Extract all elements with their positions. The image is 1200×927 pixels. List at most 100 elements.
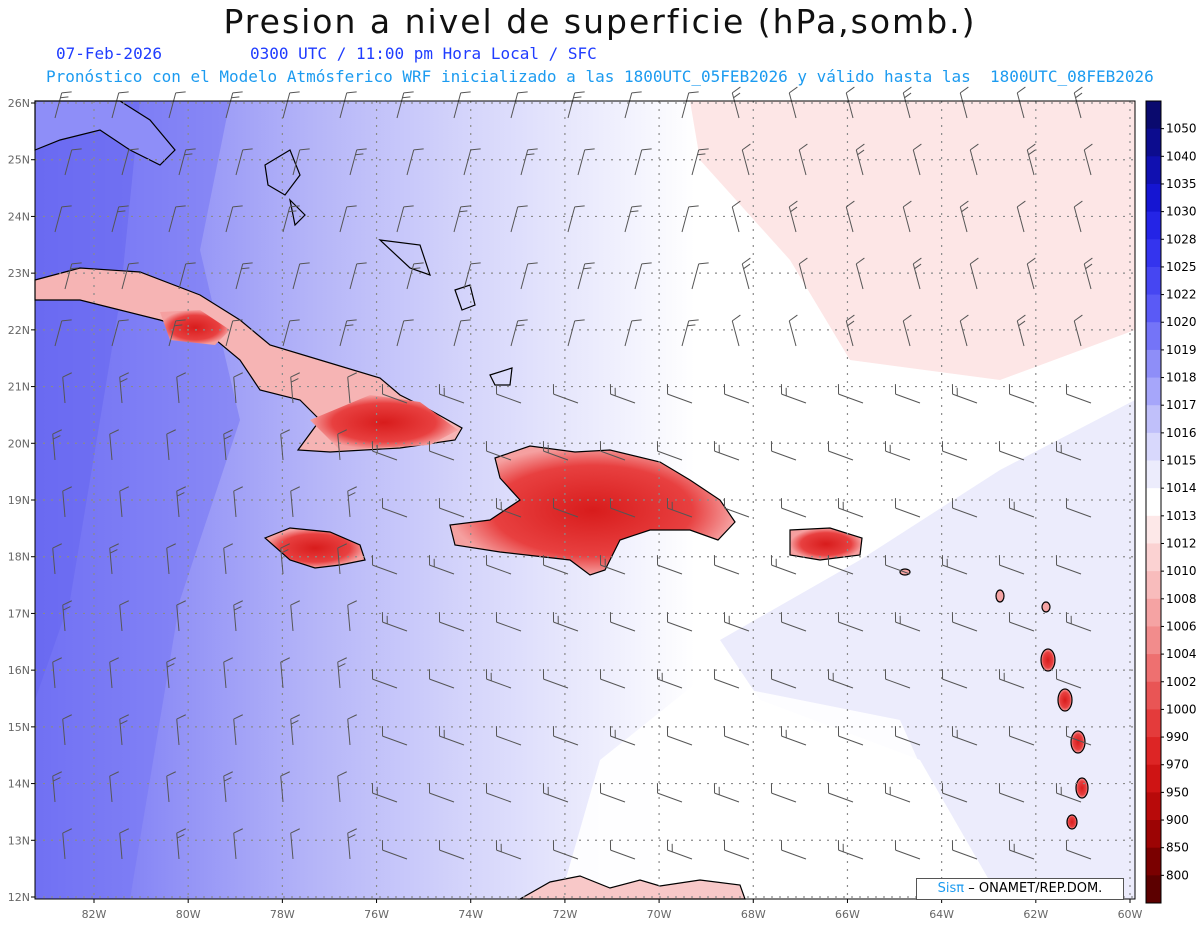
lat-label: 19N — [8, 494, 30, 507]
wind-barb — [902, 86, 912, 119]
lat-label: 24N — [8, 210, 30, 223]
wind-barb — [998, 783, 1025, 803]
colorbar-swatch — [1146, 681, 1161, 710]
wind-barb — [62, 714, 72, 746]
wind-barb — [837, 840, 864, 860]
wind-barb — [681, 205, 699, 233]
colorbar-swatch — [1146, 294, 1161, 323]
wind-barb — [624, 91, 642, 119]
wind-barb — [280, 543, 290, 575]
wind-barb — [1016, 200, 1026, 233]
wind-barb — [941, 441, 968, 461]
colorbar-swatch — [1146, 737, 1161, 766]
lat-label: 16N — [8, 664, 30, 677]
wind-barb — [111, 91, 129, 119]
colorbar-swatch — [1146, 349, 1161, 379]
wind-barb — [1016, 314, 1026, 347]
wind-barb — [723, 384, 750, 404]
wind-barb — [837, 612, 864, 632]
wind-barb — [337, 543, 347, 575]
wind-barb — [894, 384, 921, 404]
lon-label: 66W — [835, 908, 860, 921]
wind-barb — [1008, 498, 1035, 518]
lat-label: 12N — [8, 891, 30, 904]
colorbar-swatch — [1146, 709, 1161, 738]
wind-barb — [666, 498, 693, 518]
wind-barb — [54, 319, 72, 347]
wind-barb — [577, 262, 595, 290]
wind-barb — [52, 543, 62, 575]
wind-barb — [406, 148, 424, 176]
colorbar-swatch — [1146, 626, 1161, 655]
wind-barb — [666, 384, 693, 404]
colorbar-swatch — [1146, 266, 1161, 296]
puerto-rico — [789, 527, 863, 561]
wind-barb — [599, 669, 626, 689]
colorbar-frame — [1145, 100, 1162, 904]
colorbar-swatch — [1146, 488, 1161, 517]
wind-barb — [235, 148, 253, 176]
wind-barb — [62, 828, 72, 860]
wind-barb — [855, 257, 865, 290]
wind-barb — [691, 148, 709, 176]
wind-barb — [223, 429, 233, 461]
wind-barb — [453, 205, 471, 233]
wind-barb — [666, 840, 693, 860]
colorbar-label: 1013 — [1166, 509, 1197, 523]
wind-barb — [109, 543, 119, 575]
wind-barb — [349, 262, 367, 290]
wind-barb — [666, 612, 693, 632]
wind-barb — [827, 555, 854, 575]
wind-barb — [1055, 555, 1082, 575]
wind-barb — [884, 669, 911, 689]
wind-barb — [1073, 86, 1083, 119]
colorbar-swatch — [1146, 543, 1161, 572]
wind-barb — [510, 319, 528, 347]
wind-barb — [1073, 200, 1083, 233]
wind-barb — [371, 555, 398, 575]
wind-barb — [1065, 612, 1092, 632]
wind-barb — [1065, 498, 1092, 518]
wind-barb — [337, 429, 347, 461]
wind-barb — [463, 262, 481, 290]
valid-time: 0300 UTC / 11:00 pm Hora Local / SFC — [250, 44, 597, 63]
wind-barb — [552, 840, 579, 860]
wind-barb — [233, 600, 243, 632]
wind-barb — [713, 555, 740, 575]
wind-barb — [428, 783, 455, 803]
wind-barb — [959, 200, 969, 233]
colorbar-label: 1002 — [1166, 675, 1197, 689]
wind-barb — [741, 143, 751, 176]
colorbar-label: 1014 — [1166, 481, 1197, 495]
colorbar-swatch — [1146, 875, 1161, 904]
colorbar-swatch — [1146, 598, 1161, 627]
wind-barb — [827, 441, 854, 461]
model-note: Pronóstico con el Modelo Atmósferico WRF… — [46, 67, 1154, 86]
wind-barb — [567, 319, 585, 347]
wind-barb — [609, 612, 636, 632]
wind-barb — [1065, 840, 1092, 860]
wind-barb — [166, 657, 176, 689]
wind-barb — [371, 669, 398, 689]
wind-barb — [121, 262, 139, 290]
wind-barb — [552, 612, 579, 632]
colorbar-label: 1020 — [1166, 315, 1197, 329]
wind-barb — [121, 148, 139, 176]
wind-barb — [438, 384, 465, 404]
colorbar-swatch — [1146, 820, 1161, 849]
wind-barb — [624, 205, 642, 233]
wind-barb — [52, 429, 62, 461]
wind-barb — [52, 657, 62, 689]
wind-barb — [463, 148, 481, 176]
wind-barb — [894, 840, 921, 860]
wind-barb — [681, 319, 699, 347]
wind-barb — [176, 600, 186, 632]
wind-barb — [233, 828, 243, 860]
colorbar-swatch — [1146, 432, 1161, 462]
colorbar-label: 1019 — [1166, 343, 1197, 357]
wind-barb — [290, 372, 300, 404]
wind-barb — [845, 200, 855, 233]
wind-barb — [62, 600, 72, 632]
colorbar-label: 1017 — [1166, 398, 1197, 412]
